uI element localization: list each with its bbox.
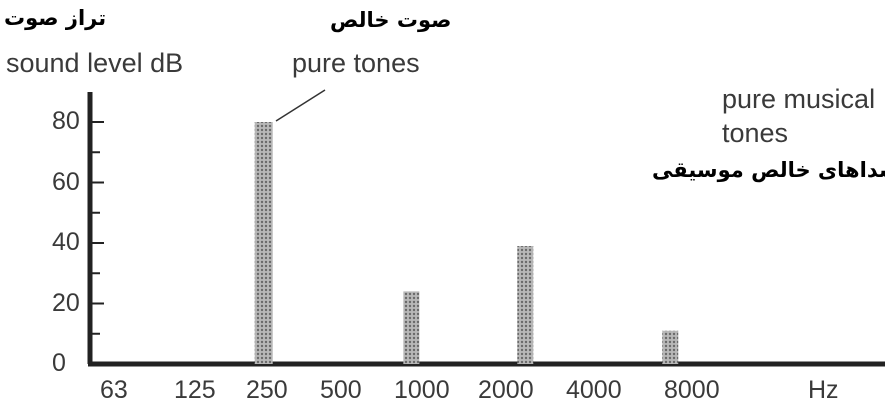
x-tick-label: 1000 bbox=[394, 376, 450, 404]
y-tick-label: 60 bbox=[52, 167, 80, 196]
y-tick-label: 40 bbox=[52, 228, 80, 256]
x-tick-label: 8000 bbox=[664, 376, 720, 404]
x-tick-label: 125 bbox=[174, 376, 216, 404]
bar bbox=[254, 122, 273, 364]
pure-tones-leader-line bbox=[275, 89, 326, 122]
bar bbox=[403, 291, 420, 364]
x-tick-label: 63 bbox=[100, 376, 128, 404]
bar bbox=[662, 330, 679, 364]
ylabel-english: sound level dB bbox=[6, 48, 184, 78]
x-tick-label: 4000 bbox=[566, 376, 622, 404]
ylabel-persian: تراز صوت bbox=[4, 6, 107, 30]
y-tick-label: 20 bbox=[52, 288, 80, 317]
bar bbox=[517, 246, 534, 364]
x-tick-label: 500 bbox=[320, 376, 362, 404]
musical-tones-persian: صداهای خالص موسیقی bbox=[652, 158, 885, 182]
pure-tones-english: pure tones bbox=[292, 48, 420, 78]
y-tick-label: 80 bbox=[52, 107, 80, 135]
x-tick-label: 250 bbox=[246, 376, 288, 404]
musical-tones-english-line2: tones bbox=[722, 118, 789, 148]
y-tick-label: 0 bbox=[52, 349, 66, 377]
x-axis-unit-label: Hz bbox=[808, 376, 839, 404]
musical-tones-english-line1: pure musical bbox=[722, 84, 876, 114]
x-tick-label: 2000 bbox=[478, 376, 534, 404]
pure-tones-persian: صوت خالص bbox=[330, 8, 452, 32]
